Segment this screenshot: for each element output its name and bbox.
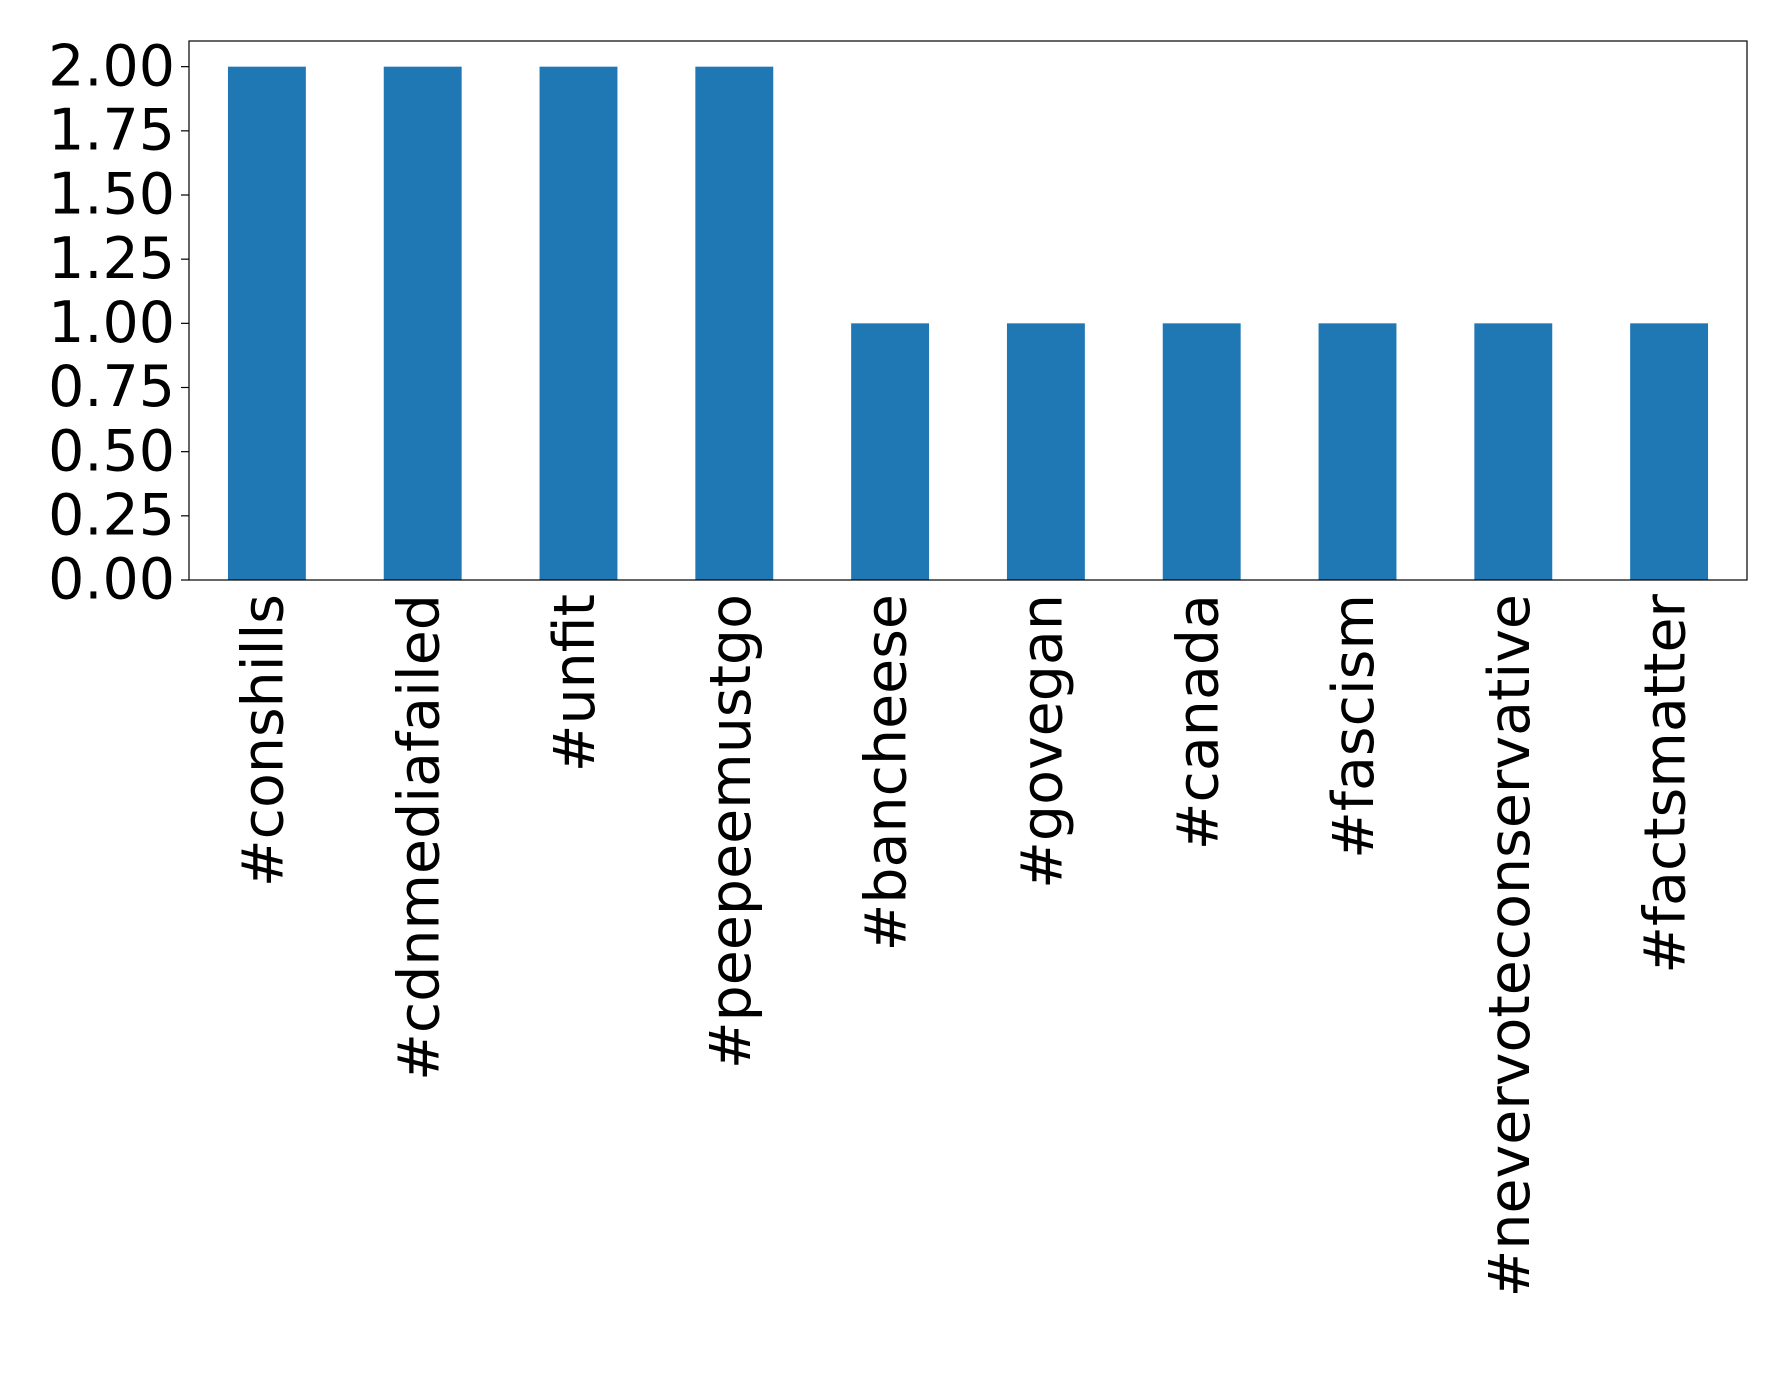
y-tick-label: 1.50 — [48, 162, 175, 228]
y-tick-label: 2.00 — [48, 33, 175, 99]
y-tick-label: 1.00 — [48, 290, 175, 356]
bar — [695, 66, 774, 580]
x-tick-label: #unfit — [542, 594, 608, 772]
y-tick-label: 0.75 — [48, 354, 175, 420]
bar — [539, 66, 618, 580]
y-tick-label: 1.75 — [48, 97, 175, 163]
x-tick-label: #canada — [1165, 594, 1231, 850]
x-tick-label: #fascism — [1321, 594, 1387, 859]
bar — [1630, 323, 1709, 580]
bar — [1006, 323, 1085, 580]
x-tick-label: #conshills — [231, 594, 297, 887]
y-tick-label: 1.25 — [48, 226, 175, 292]
bar — [227, 66, 306, 580]
x-tick-label: #bancheese — [854, 594, 920, 951]
y-tick-label: 0.50 — [48, 418, 175, 484]
x-tick-label: #nevervoteconservative — [1477, 594, 1543, 1297]
bar — [851, 323, 930, 580]
bar — [1318, 323, 1397, 580]
x-tick-label: #peepeemustgo — [698, 594, 764, 1069]
x-tick-label: #factsmatter — [1633, 593, 1699, 973]
plot-frame — [188, 40, 1748, 581]
y-tick-label: 0.25 — [48, 482, 175, 548]
x-tick-label: #govegan — [1010, 594, 1076, 889]
bar — [1474, 323, 1553, 580]
x-tick-label: #cdnmediafailed — [386, 594, 452, 1081]
bar — [383, 66, 462, 580]
y-tick-label: 0.00 — [48, 547, 175, 613]
bar — [1162, 323, 1241, 580]
